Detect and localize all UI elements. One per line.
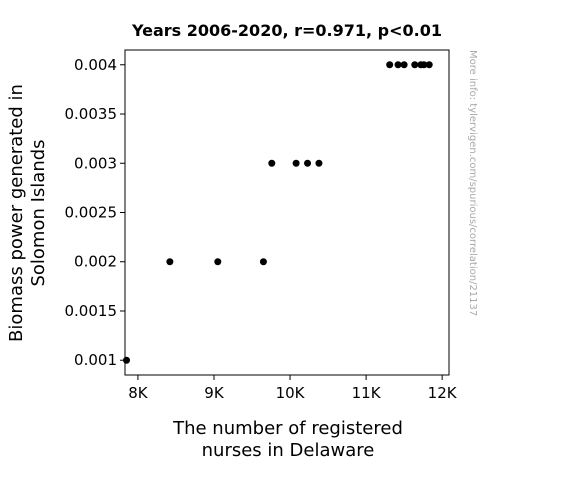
data-point: [304, 159, 312, 167]
y-axis-label: Biomass power generated in Solomon Islan…: [6, 84, 49, 342]
data-point: [292, 159, 300, 167]
data-point: [411, 61, 419, 69]
y-tick-label: 0.0025: [65, 204, 118, 222]
data-point: [214, 258, 222, 266]
x-tick-label: 11K: [352, 384, 382, 402]
data-point: [400, 61, 408, 69]
data-point: [123, 356, 131, 364]
y-tick-label: 0.003: [74, 154, 117, 172]
y-tick-label: 0.001: [74, 351, 117, 369]
data-points: [123, 61, 433, 364]
y-tick-label: 0.002: [74, 253, 117, 271]
x-tick-label: 8K: [128, 384, 149, 402]
data-point: [259, 258, 267, 266]
data-point: [268, 159, 276, 167]
x-axis-label-line-2: nurses in Delaware: [202, 440, 375, 461]
y-axis-label-line-1: Biomass power generated in: [6, 84, 27, 342]
data-point: [166, 258, 174, 266]
y-axis-label-line-2: Solomon Islands: [28, 139, 49, 286]
data-point: [425, 61, 433, 69]
chart-title: Years 2006-2020, r=0.971, p<0.01: [131, 21, 442, 40]
x-tick-label: 12K: [428, 384, 458, 402]
watermark-text: More info: tylervigen.com/spurious/corre…: [467, 50, 478, 316]
data-point: [386, 61, 394, 69]
plot-area-frame: [124, 49, 450, 376]
y-tick-label: 0.0035: [65, 105, 118, 123]
data-point: [315, 159, 323, 167]
y-tick-label: 0.0015: [65, 302, 118, 320]
data-point: [420, 61, 428, 69]
axis-ticks: 8K 9K 10K 11K 12K 0.001 0.0015 0.002 0.0025 0.003…: [65, 56, 458, 402]
y-tick-label: 0.004: [74, 56, 117, 74]
x-axis-label: The number of registered nurses in Delaw…: [172, 418, 403, 461]
x-axis-label-line-1: The number of registered: [172, 418, 403, 439]
data-point: [394, 61, 402, 69]
x-tick-label: 9K: [204, 384, 225, 402]
x-tick-label: 10K: [276, 384, 306, 402]
